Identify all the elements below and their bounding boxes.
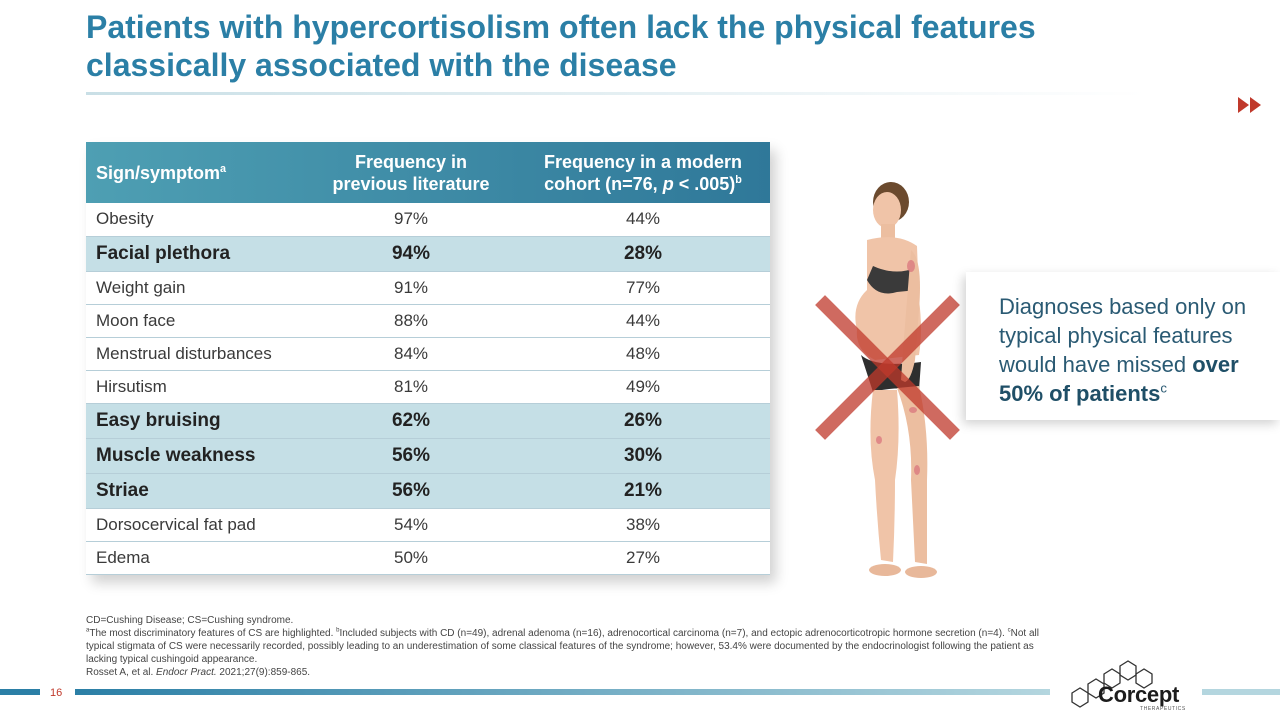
cell-sign: Easy bruising: [96, 409, 221, 431]
table-row: Hirsutism 81% 49%: [86, 370, 770, 403]
symptom-frequency-table: Sign/symptoma Frequency in previous liter…: [86, 142, 770, 575]
cell-modern: 21%: [623, 479, 663, 501]
cell-modern: 38%: [625, 514, 661, 534]
cell-modern: 30%: [623, 444, 663, 466]
cell-previous: 54%: [393, 514, 429, 534]
page-number: 16: [50, 687, 63, 699]
title-divider: [86, 92, 1146, 95]
cell-modern: 49%: [625, 376, 661, 396]
cell-modern: 26%: [623, 409, 663, 431]
cell-modern: 28%: [623, 242, 663, 264]
table-row: Moon face 88% 44%: [86, 304, 770, 337]
header-sign-symptom: Sign/symptoma: [96, 162, 227, 183]
table-row: Obesity 97% 44%: [86, 203, 770, 236]
cell-previous: 62%: [391, 409, 431, 431]
key-finding-callout: Diagnoses based only on typical physical…: [966, 272, 1280, 420]
logo-wordmark: Corcept: [1098, 682, 1180, 707]
header-modern-cohort: Frequency in a modern cohort (n=76, p < .…: [543, 151, 743, 194]
cell-modern: 44%: [625, 209, 661, 229]
footnote-details: aThe most discriminatory features of CS …: [86, 627, 1039, 665]
cell-sign: Facial plethora: [96, 242, 231, 264]
table-row: Striae 56% 21%: [86, 473, 770, 508]
callout-bold: over 50% of patients: [999, 352, 1239, 406]
cell-sign: Edema: [96, 547, 150, 567]
table-row: Facial plethora 94% 28%: [86, 236, 770, 271]
cell-modern: 48%: [625, 343, 661, 363]
header-previous-literature: Frequency in previous literature: [332, 151, 490, 194]
footer-bar-left: [0, 689, 40, 695]
cell-sign: Moon face: [96, 310, 176, 330]
cell-previous: 88%: [393, 310, 429, 330]
cell-sign: Hirsutism: [96, 376, 167, 396]
cell-previous: 84%: [393, 343, 429, 363]
slide-title-line1: Patients with hypercortisolism often lac…: [86, 9, 1036, 45]
cell-modern: 27%: [625, 547, 661, 567]
cell-modern: 44%: [625, 310, 661, 330]
cell-previous: 56%: [391, 444, 431, 466]
callout-sup: c: [1160, 380, 1167, 396]
corcept-logo-icon: [1071, 660, 1153, 708]
table-row: Dorsocervical fat pad 54% 38%: [86, 508, 770, 541]
table-row: Edema 50% 27%: [86, 541, 770, 574]
table-row: Easy bruising 62% 26%: [86, 403, 770, 438]
footer-bar-right: [1202, 689, 1280, 695]
symptom-table-container: Sign/symptoma Frequency in previous liter…: [86, 142, 770, 575]
cell-sign: Dorsocervical fat pad: [96, 514, 256, 534]
cell-sign: Striae: [96, 479, 149, 501]
cell-modern: 77%: [625, 277, 661, 297]
patient-figure-illustration: [815, 182, 960, 578]
cell-sign: Obesity: [96, 209, 154, 229]
table-row: Menstrual disturbances 84% 48%: [86, 337, 770, 370]
cell-previous: 50%: [393, 547, 429, 567]
table-row: Weight gain 91% 77%: [86, 271, 770, 304]
table-header-row: Sign/symptoma Frequency in previous liter…: [86, 142, 770, 203]
footer-bar-middle: [75, 689, 1050, 695]
cell-previous: 91%: [393, 277, 429, 297]
cell-previous: 94%: [391, 242, 431, 264]
slide-title: Patients with hypercortisolism often lac…: [86, 8, 1186, 84]
footnote-reference: Rosset A, et al. Endocr Pract. 2021;27(9…: [86, 667, 311, 678]
cell-previous: 56%: [391, 479, 431, 501]
logo-subtitle: THERAPEUTICS: [1140, 706, 1186, 712]
cell-sign: Weight gain: [96, 277, 186, 297]
cell-sign: Menstrual disturbances: [96, 343, 272, 363]
footnotes: CD=Cushing Disease; CS=Cushing syndrome.…: [86, 614, 1066, 679]
cell-previous: 81%: [393, 376, 429, 396]
callout-text: Diagnoses based only on typical physical…: [999, 294, 1247, 377]
footnote-abbreviations: CD=Cushing Disease; CS=Cushing syndrome.: [86, 615, 294, 626]
next-slide-icon[interactable]: [1237, 96, 1265, 114]
slide-title-line2: classically associated with the disease: [86, 47, 677, 83]
cell-sign: Muscle weakness: [96, 444, 256, 466]
table-row: Muscle weakness 56% 30%: [86, 438, 770, 473]
table-body: Obesity 97% 44% Facial plethora 94% 28% Weight…: [86, 203, 770, 574]
cell-previous: 97%: [393, 209, 429, 229]
